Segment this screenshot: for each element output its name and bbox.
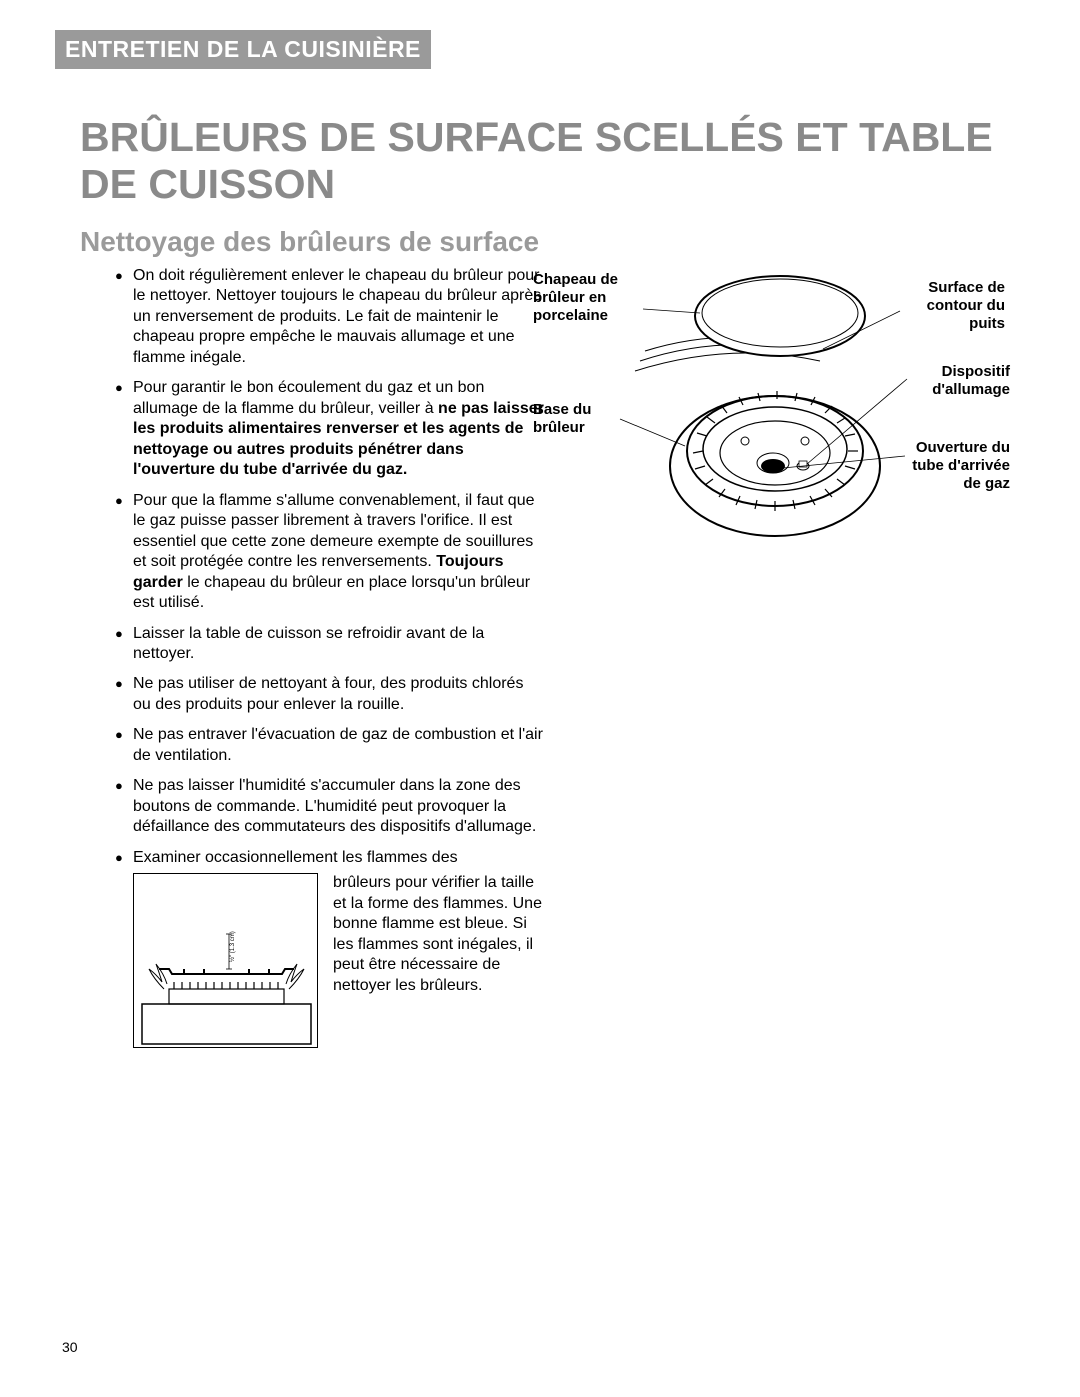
bullet-text: Ne pas laisser l'humidité s'accumuler da… [133, 776, 545, 837]
content-area: ● On doit régulièrement enlever le chape… [55, 266, 1025, 1048]
diagram-column: Chapeau de brûleur en porcelaine Base du… [545, 266, 1025, 1048]
label-chapeau: Chapeau de brûleur en porcelaine [533, 271, 638, 325]
list-item: ● Laisser la table de cuisson se refroid… [115, 624, 545, 665]
bullet-text: Examiner occasionnellement les flammes d… [133, 848, 545, 868]
label-dispositif: Dispositif d'allumage [910, 363, 1010, 399]
text-column: ● On doit régulièrement enlever le chape… [115, 266, 545, 1048]
main-title: BRÛLEURS DE SURFACE SCELLÉS ET TABLE DE … [80, 114, 1025, 208]
list-item: ● Ne pas utiliser de nettoyant à four, d… [115, 674, 545, 715]
bullet-text: Pour garantir le bon écoulement du gaz e… [133, 378, 545, 480]
flame-text: brûleurs pour vérifier la taille et la f… [333, 873, 545, 1048]
bullet-icon: ● [115, 378, 133, 480]
bullet-text: On doit régulièrement enlever le chapeau… [133, 266, 545, 368]
list-item: ● Ne pas laisser l'humidité s'accumuler … [115, 776, 545, 837]
bullet-icon: ● [115, 848, 133, 868]
text-span: le chapeau du brûleur en place lorsqu'un… [133, 574, 530, 611]
list-item: ● Pour que la flamme s'allume convenable… [115, 491, 545, 614]
bullet-icon: ● [115, 725, 133, 766]
bullet-text: Ne pas utiliser de nettoyant à four, des… [133, 674, 545, 715]
text-span: Pour garantir le bon écoulement du gaz e… [133, 379, 484, 416]
page-number: 30 [62, 1339, 78, 1355]
sub-title: Nettoyage des brûleurs de surface [80, 226, 1025, 258]
flame-measure-text: ½" (1.3 cm) [229, 931, 236, 962]
page: ENTRETIEN DE LA CUISINIÈRE BRÛLEURS DE S… [0, 0, 1080, 1397]
bullet-icon: ● [115, 624, 133, 665]
bullet-icon: ● [115, 674, 133, 715]
section-header: ENTRETIEN DE LA CUISINIÈRE [55, 30, 431, 69]
label-surface: Surface de contour du puits [905, 279, 1005, 333]
list-item: ● Ne pas entraver l'évacuation de gaz de… [115, 725, 545, 766]
label-base: Base du brûleur [533, 401, 613, 437]
bullet-text: Pour que la flamme s'allume convenableme… [133, 491, 545, 614]
flame-figure-row: ½" (1.3 cm) brûleurs pour vérifier la ta… [133, 873, 545, 1048]
bullet-text: Ne pas entraver l'évacuation de gaz de c… [133, 725, 545, 766]
bullet-icon: ● [115, 776, 133, 837]
list-item: ● On doit régulièrement enlever le chape… [115, 266, 545, 368]
flame-svg-icon: ½" (1.3 cm) [134, 874, 319, 1049]
bullet-icon: ● [115, 266, 133, 368]
burner-diagram: Chapeau de brûleur en porcelaine Base du… [545, 271, 1015, 601]
flame-diagram: ½" (1.3 cm) [133, 873, 318, 1048]
list-item: ● Examiner occasionnellement les flammes… [115, 848, 545, 868]
list-item: ● Pour garantir le bon écoulement du gaz… [115, 378, 545, 480]
bullet-text: Laisser la table de cuisson se refroidir… [133, 624, 545, 665]
label-ouverture: Ouverture du tube d'arrivée de gaz [910, 439, 1010, 493]
bullet-icon: ● [115, 491, 133, 614]
